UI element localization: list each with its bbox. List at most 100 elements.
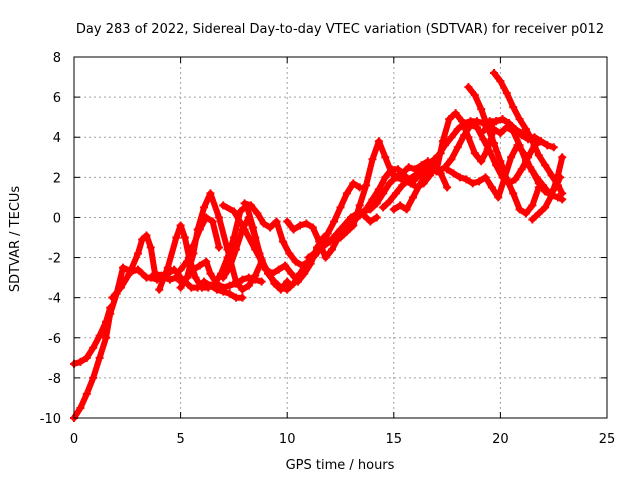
- data-point-marker: [349, 179, 358, 188]
- data-series-sat-u: [490, 69, 567, 198]
- data-point-marker: [202, 257, 211, 266]
- data-point-marker: [355, 211, 364, 220]
- data-point-marker: [440, 163, 449, 172]
- data-point-marker: [445, 115, 454, 124]
- data-point-marker: [232, 245, 241, 254]
- data-point-marker: [330, 217, 339, 226]
- data-point-marker: [321, 253, 330, 262]
- data-point-marker: [251, 245, 260, 254]
- data-series-sat-w: [421, 121, 552, 188]
- grid: [74, 57, 607, 418]
- y-tick-labels: -10 -8 -6 -4 -2 0 2 4 6 8: [40, 51, 61, 427]
- data-point-marker: [229, 233, 238, 242]
- data-point-marker: [195, 261, 204, 270]
- data-point-marker: [402, 205, 411, 214]
- data-point-marker: [449, 169, 458, 178]
- data-point-marker: [372, 199, 381, 208]
- data-point-marker: [200, 203, 209, 212]
- data-series-sat-i: [219, 201, 328, 286]
- data-point-marker: [206, 189, 215, 198]
- data-point-marker: [202, 213, 211, 222]
- data-point-marker: [189, 241, 198, 250]
- data-point-marker: [509, 103, 518, 112]
- data-point-marker: [558, 153, 567, 162]
- data-point-marker: [415, 181, 424, 190]
- data-point-marker: [532, 173, 541, 182]
- data-point-marker: [528, 201, 537, 210]
- data-point-marker: [293, 277, 302, 286]
- data-point-marker: [268, 269, 277, 278]
- data-point-marker: [536, 137, 545, 146]
- data-point-marker: [385, 179, 394, 188]
- data-point-marker: [246, 201, 255, 210]
- data-point-marker: [391, 189, 400, 198]
- data-point-marker: [530, 141, 539, 150]
- data-point-marker: [82, 389, 91, 398]
- data-point-marker: [451, 109, 460, 118]
- x-tick-label: 10: [279, 432, 296, 447]
- data-point-marker: [151, 269, 160, 278]
- data-point-marker: [479, 135, 488, 144]
- data-point-marker: [509, 189, 518, 198]
- data-point-marker: [283, 285, 292, 294]
- data-point-marker: [302, 219, 311, 228]
- data-point-marker: [368, 155, 377, 164]
- data-point-marker: [524, 153, 533, 162]
- data-point-marker: [349, 217, 358, 226]
- data-point-marker: [232, 277, 241, 286]
- data-point-marker: [379, 203, 388, 212]
- series-trace: [465, 84, 542, 217]
- data-point-marker: [534, 183, 543, 192]
- data-point-marker: [404, 175, 413, 184]
- axis-ticks: [73, 56, 608, 419]
- y-tick-label: 0: [53, 211, 61, 226]
- data-point-marker: [257, 277, 266, 286]
- data-point-marker: [504, 179, 513, 188]
- data-point-marker: [496, 129, 505, 138]
- data-point-marker: [146, 273, 155, 282]
- data-point-marker: [515, 115, 524, 124]
- data-point-marker: [462, 175, 471, 184]
- x-tick-label: 5: [176, 432, 184, 447]
- data-point-marker: [101, 317, 110, 326]
- data-point-marker: [511, 175, 520, 184]
- data-point-marker: [225, 263, 234, 272]
- data-point-marker: [259, 219, 268, 228]
- data-point-marker: [368, 195, 377, 204]
- x-tick-label: 25: [599, 432, 616, 447]
- y-tick-label: 2: [53, 171, 61, 186]
- data-point-marker: [472, 123, 481, 132]
- data-point-marker: [400, 171, 409, 180]
- data-point-marker: [485, 147, 494, 156]
- data-point-marker: [138, 235, 147, 244]
- data-point-marker: [176, 221, 185, 230]
- data-point-marker: [76, 357, 85, 366]
- series-trace: [491, 70, 566, 197]
- data-point-marker: [498, 173, 507, 182]
- data-series-sat-n: [336, 165, 435, 236]
- data-point-marker: [89, 373, 98, 382]
- data-point-marker: [223, 245, 232, 254]
- data-point-marker: [291, 257, 300, 266]
- data-point-marker: [244, 281, 253, 290]
- data-point-marker: [549, 143, 558, 152]
- data-point-marker: [494, 193, 503, 202]
- y-axis-label: SDTVAR / TECUs: [8, 186, 23, 293]
- data-point-marker: [372, 213, 381, 222]
- data-point-marker: [490, 139, 499, 148]
- data-point-marker: [283, 217, 292, 226]
- data-point-marker: [534, 209, 543, 218]
- data-point-marker: [323, 229, 332, 238]
- data-point-marker: [272, 217, 281, 226]
- data-point-marker: [534, 151, 543, 160]
- data-point-marker: [362, 205, 371, 214]
- data-point-marker: [475, 177, 484, 186]
- data-point-marker: [464, 83, 473, 92]
- data-point-marker: [176, 265, 185, 274]
- data-point-marker: [519, 149, 528, 158]
- data-point-marker: [89, 343, 98, 352]
- data-point-marker: [496, 77, 505, 86]
- data-point-marker: [408, 193, 417, 202]
- data-point-marker: [76, 403, 85, 412]
- data-point-marker: [182, 257, 191, 266]
